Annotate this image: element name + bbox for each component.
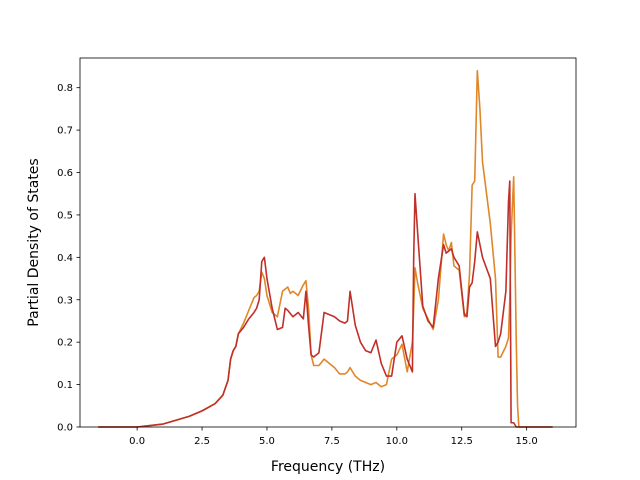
y-tick-label: 0.7	[57, 126, 73, 137]
x-tick-label: 7.5	[324, 436, 340, 447]
series-line-2	[98, 180, 553, 428]
series-line-1	[98, 69, 553, 428]
x-axis-label: Frequency (THz)	[271, 459, 385, 475]
y-tick-label: 0.5	[57, 210, 73, 221]
y-axis-label: Partial Density of States	[26, 158, 42, 326]
x-axis-ticks: 0.0 2.5 5.0 7.5 10.0 12.5 15.0	[129, 427, 538, 447]
y-tick-label: 0.0	[57, 423, 73, 434]
y-tick-label: 0.8	[57, 83, 73, 94]
x-tick-label: 5.0	[259, 436, 275, 447]
y-tick-label: 0.1	[57, 380, 73, 391]
series-layer	[98, 69, 553, 428]
y-tick-label: 0.6	[57, 168, 73, 179]
plot-area-frame	[79, 57, 577, 428]
x-tick-label: 2.5	[194, 436, 210, 447]
x-tick-label: 12.5	[451, 436, 473, 447]
y-tick-label: 0.3	[57, 295, 73, 306]
x-tick-label: 10.0	[386, 436, 408, 447]
x-tick-label: 15.0	[516, 436, 538, 447]
x-tick-label: 0.0	[129, 436, 145, 447]
y-tick-label: 0.4	[57, 253, 73, 264]
y-tick-label: 0.2	[57, 338, 73, 349]
y-axis-ticks: 0.0 0.1 0.2 0.3 0.4 0.5 0.6 0.7 0.8	[57, 83, 80, 434]
